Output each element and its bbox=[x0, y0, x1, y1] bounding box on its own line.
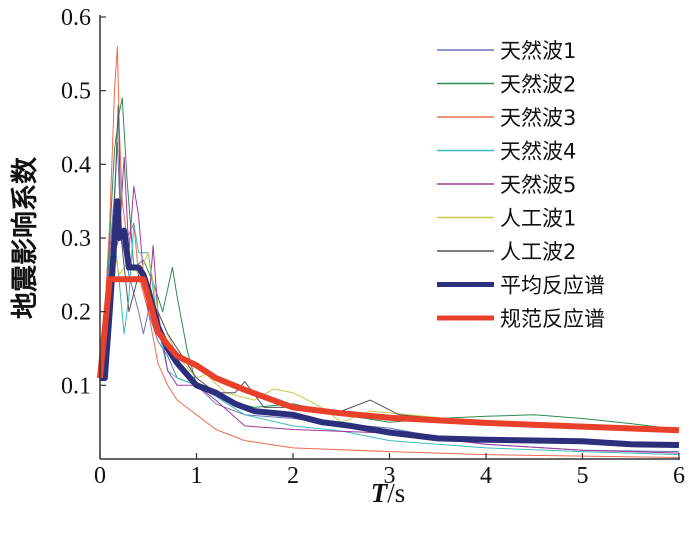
x-tick-label: 6 bbox=[673, 463, 685, 489]
y-tick-label: 0.2 bbox=[61, 300, 91, 326]
x-tick-label: 1 bbox=[191, 463, 203, 489]
series-line-5 bbox=[99, 156, 680, 454]
y-tick-label: 0.4 bbox=[61, 152, 91, 178]
y-tick-label: 0.3 bbox=[61, 226, 91, 252]
series-line-2 bbox=[99, 97, 680, 430]
series-layer bbox=[97, 46, 680, 458]
ticks: 0 1 2 3 4 5 6 0.1 0.2 0.3 0.4 0.5 0.6 bbox=[61, 5, 685, 489]
series-line-7 bbox=[99, 104, 679, 430]
x-axis-label-unit: /s bbox=[387, 478, 405, 508]
legend-label: 天然波4 bbox=[500, 140, 576, 164]
legend-label: 人工波2 bbox=[500, 240, 576, 264]
legend-label: 人工波1 bbox=[500, 207, 576, 231]
x-axis-label-variable: T bbox=[371, 478, 389, 508]
x-tick-label: 2 bbox=[287, 463, 299, 489]
series-line-8 bbox=[100, 198, 680, 448]
series-line-4 bbox=[99, 222, 680, 456]
series-line-3 bbox=[99, 46, 680, 458]
y-axis-label: 地震影响系数 bbox=[9, 156, 41, 319]
legend-label: 平均反应谱 bbox=[500, 274, 605, 298]
legend-label: 天然波3 bbox=[500, 106, 576, 130]
legend-label: 天然波2 bbox=[500, 73, 576, 97]
y-tick-label: 0.6 bbox=[61, 5, 91, 31]
legend-label: 天然波5 bbox=[500, 173, 576, 197]
y-tick-label: 0.5 bbox=[61, 79, 91, 105]
series-line-6 bbox=[99, 252, 680, 430]
x-tick-label: 5 bbox=[577, 463, 589, 489]
x-axis-label: T/s bbox=[371, 478, 406, 508]
x-tick-label: 4 bbox=[480, 463, 492, 489]
legend-label: 规范反应谱 bbox=[500, 307, 605, 331]
axes bbox=[99, 15, 680, 460]
x-tick-label: 3 bbox=[384, 463, 396, 489]
y-tick-label: 0.1 bbox=[61, 373, 91, 399]
x-tick-label: 0 bbox=[94, 463, 106, 489]
series-line-9 bbox=[97, 276, 680, 434]
legend-label: 天然波1 bbox=[500, 39, 576, 63]
